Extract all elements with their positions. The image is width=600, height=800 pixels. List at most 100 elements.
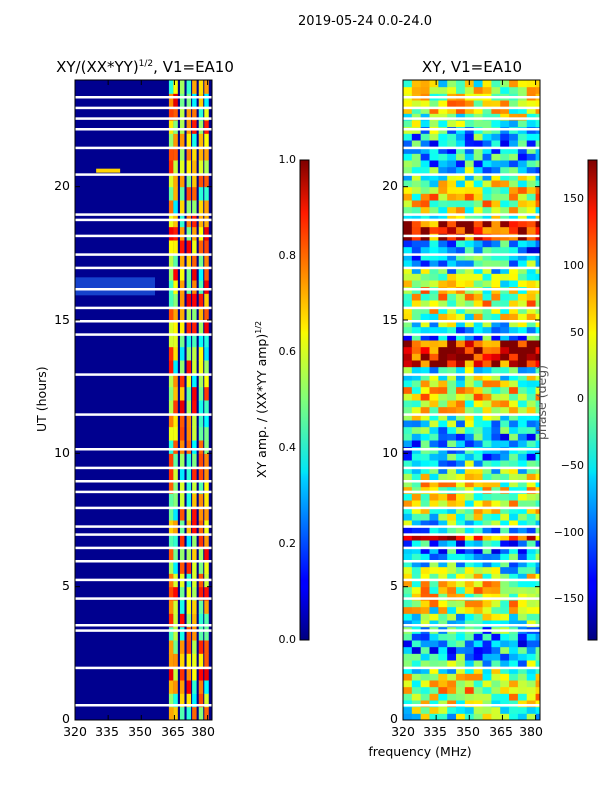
amp-stripe-cell (198, 160, 204, 174)
phase-cell (464, 666, 475, 674)
phase-cell (420, 420, 431, 428)
phase-cell (517, 226, 528, 234)
phase-cell (456, 253, 466, 261)
phase-cell (491, 526, 501, 534)
phase-cell (491, 153, 501, 161)
phase-cell (411, 326, 422, 334)
phase-cell (509, 120, 519, 128)
amp-stripe-cell (198, 226, 204, 241)
phase-cell (420, 220, 431, 228)
phase-cell (447, 460, 457, 468)
phase-cell (482, 280, 492, 288)
phase-cell (491, 453, 501, 461)
phase-cell (420, 426, 431, 434)
phase-cell (517, 140, 528, 148)
phase-cell (500, 213, 510, 221)
amp-stripe-cell (192, 386, 197, 401)
phase-cell (420, 373, 431, 381)
amp-stripe-cell (168, 333, 174, 348)
phase-cell (447, 673, 457, 681)
phase-cell (500, 326, 510, 334)
phase-cell (429, 486, 439, 494)
phase-cell (429, 186, 439, 194)
phase-cell (482, 360, 492, 368)
phase-cell (438, 480, 448, 488)
phase-cell (429, 133, 439, 141)
phase-cell (438, 300, 448, 308)
phase-cell (491, 486, 501, 494)
phase-cell (429, 560, 439, 568)
phase-cell (403, 80, 413, 88)
phase-cell (526, 326, 537, 334)
phase-cell (420, 540, 431, 548)
phase-cell (456, 86, 466, 94)
phase-cell (411, 440, 422, 448)
phase-cell (456, 580, 466, 588)
amp-stripe-cell (192, 426, 197, 441)
phase-cell (473, 146, 484, 154)
phase-cell (500, 346, 510, 354)
phase-cell (420, 186, 431, 194)
phase-cell (420, 560, 431, 568)
phase-cell (517, 100, 528, 108)
phase-cell (473, 413, 484, 421)
phase-cell (456, 300, 466, 308)
phase-cell (482, 180, 492, 188)
phase-cell (517, 120, 528, 128)
phase-cell (403, 353, 413, 361)
phase-cell (509, 246, 519, 254)
amp-stripe-cell (192, 200, 197, 214)
phase-cell (526, 480, 537, 488)
phase-cell (491, 620, 501, 628)
amp-stripe-cell (186, 306, 192, 321)
phase-cell (447, 686, 457, 694)
phase-cell (464, 700, 475, 708)
phase-cell (447, 420, 457, 428)
phase-cell (464, 553, 475, 561)
right-xtick-335: 335 (423, 724, 447, 739)
phase-cell (411, 273, 422, 281)
amp-stripe-cell (192, 680, 197, 694)
phase-cell (517, 360, 528, 368)
amp-stripe-cell (204, 693, 209, 708)
phase-cell (500, 200, 510, 208)
phase-cell (526, 380, 537, 388)
left-xtick-335: 335 (95, 724, 119, 739)
phase-cell (429, 653, 439, 661)
phase-cell (517, 180, 528, 188)
phase-cell (456, 353, 466, 361)
phase-cell (517, 326, 528, 334)
flag-gap (75, 525, 212, 528)
phase-cell (403, 293, 413, 301)
phase-cell (473, 313, 484, 321)
phase-cell (464, 673, 475, 681)
phase-cell (491, 373, 501, 381)
phase-cell (403, 420, 413, 428)
phase-cell (535, 493, 540, 501)
amp-stripe-cell (186, 120, 192, 134)
amp-stripe-cell (198, 373, 204, 388)
right-ytick-5: 5 (390, 578, 398, 593)
phase-cell (429, 513, 439, 521)
phase-cell (500, 493, 510, 501)
phase-cell (429, 673, 439, 681)
phase-cell (429, 213, 439, 221)
phase-cell (473, 186, 484, 194)
amp-stripe-cell (198, 133, 204, 148)
phase-cell (535, 640, 540, 648)
phase-cell (456, 586, 466, 594)
phase-cell (509, 266, 519, 274)
phase-cell (517, 300, 528, 308)
phase-cell (447, 320, 457, 328)
phase-cell (535, 253, 540, 261)
phase-cell (403, 320, 413, 328)
phase-cell (491, 546, 501, 554)
phase-cell (509, 660, 519, 668)
phase-cell (473, 226, 484, 234)
phase-cell (517, 393, 528, 401)
phase-cell (517, 113, 528, 121)
phase-cell (473, 166, 484, 174)
phase-cell (473, 260, 484, 268)
phase-cell (517, 373, 528, 381)
phase-cell (482, 100, 492, 108)
